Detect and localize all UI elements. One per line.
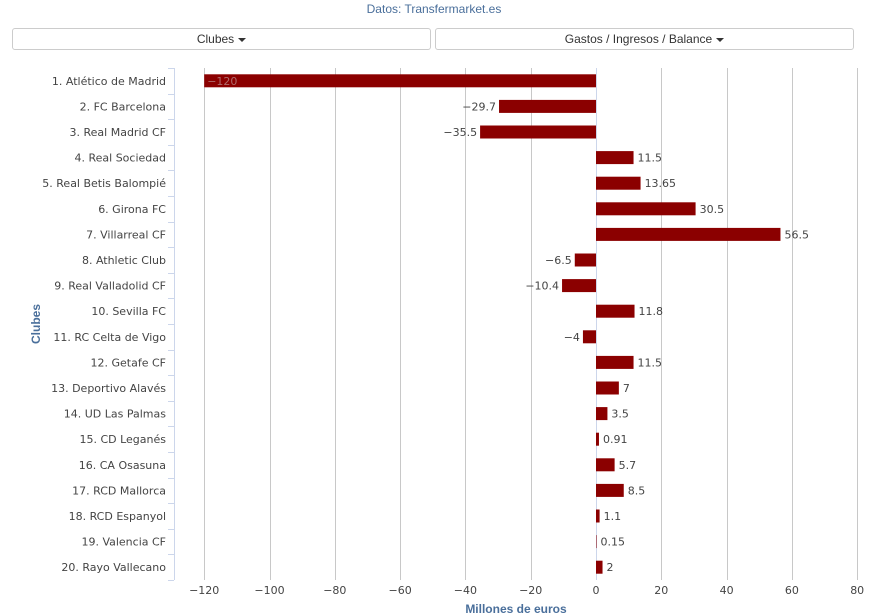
category-label: 5. Real Betis Balompié xyxy=(42,177,166,190)
bar-2[interactable] xyxy=(499,99,596,113)
bar-5[interactable] xyxy=(596,176,641,190)
bar-13[interactable] xyxy=(596,381,619,395)
category-label: 14. UD Las Palmas xyxy=(64,408,166,421)
value-label: −29.7 xyxy=(462,100,496,113)
bar-7[interactable] xyxy=(596,227,781,241)
value-label: 0.15 xyxy=(600,536,625,549)
bar-6[interactable] xyxy=(596,202,696,216)
value-label: 11.5 xyxy=(638,152,663,165)
category-label: 1. Atlético de Madrid xyxy=(52,75,166,88)
category-label: 13. Deportivo Alavés xyxy=(51,382,166,395)
bar-10[interactable] xyxy=(596,304,635,318)
value-label: 30.5 xyxy=(700,203,725,216)
value-label: 8.5 xyxy=(628,484,646,497)
category-label: 17. RCD Mallorca xyxy=(72,484,166,497)
x-tick-label: −120 xyxy=(189,584,219,597)
bar-8[interactable] xyxy=(574,253,596,267)
bar-16[interactable] xyxy=(596,458,615,472)
value-label: 56.5 xyxy=(784,228,809,241)
x-tick-label: −20 xyxy=(519,584,542,597)
category-label: 18. RCD Espanyol xyxy=(69,510,166,523)
metric-dropdown-label: Gastos / Ingresos / Balance xyxy=(564,32,713,46)
value-label: 13.65 xyxy=(645,177,677,190)
value-label: 3.5 xyxy=(611,408,629,421)
category-label: 2. FC Barcelona xyxy=(80,100,166,113)
bar-14[interactable] xyxy=(596,407,608,421)
category-label: 11. RC Celta de Vigo xyxy=(53,331,166,344)
value-label: −6.5 xyxy=(545,254,572,267)
clubs-dropdown[interactable]: Clubes xyxy=(12,28,431,50)
x-tick-labels: −120 −100 −80 −60 −40 −20 0 20 40 60 80 xyxy=(189,584,864,597)
bar-19[interactable] xyxy=(596,535,597,549)
value-label: 11.5 xyxy=(638,356,663,369)
x-tick-label: 60 xyxy=(785,584,799,597)
x-tick-label: −100 xyxy=(254,584,284,597)
category-label: 19. Valencia CF xyxy=(81,536,166,549)
bar-9[interactable] xyxy=(562,279,596,293)
caret-down-icon xyxy=(238,37,247,42)
x-tick-label: 0 xyxy=(593,584,600,597)
y-axis-title: Clubes xyxy=(29,304,43,344)
x-tick-label: 40 xyxy=(720,584,734,597)
category-label: 15. CD Leganés xyxy=(79,433,166,446)
x-tick-label: −40 xyxy=(454,584,477,597)
category-label: 12. Getafe CF xyxy=(91,356,166,369)
category-labels: 1. Atlético de Madrid 2. FC Barcelona 3. R… xyxy=(42,75,166,574)
x-tick-label: −80 xyxy=(323,584,346,597)
bar-15[interactable] xyxy=(596,432,599,446)
bar-20[interactable] xyxy=(596,560,603,574)
x-axis-title: Millones de euros xyxy=(465,602,567,615)
clubs-dropdown-label: Clubes xyxy=(196,32,235,46)
bar-12[interactable] xyxy=(596,355,634,369)
caret-down-icon xyxy=(716,37,725,42)
category-label: 3. Real Madrid CF xyxy=(70,126,166,139)
metric-dropdown[interactable]: Gastos / Ingresos / Balance xyxy=(435,28,854,50)
category-label: 20. Rayo Vallecano xyxy=(61,561,166,574)
value-label: 1.1 xyxy=(604,510,622,523)
category-label: 9. Real Valladolid CF xyxy=(54,280,166,293)
bar-1[interactable] xyxy=(204,74,596,88)
category-label: 6. Girona FC xyxy=(98,203,166,216)
value-labels: −120 −29.7 −35.5 11.5 13.65 30.5 56.5 −6.5 −10.4… xyxy=(207,75,809,574)
bar-18[interactable] xyxy=(596,509,600,523)
x-tick-label: 80 xyxy=(850,584,864,597)
x-tick-label: 20 xyxy=(654,584,668,597)
bar-4[interactable] xyxy=(596,151,634,165)
value-label: 11.8 xyxy=(639,305,664,318)
value-label: 5.7 xyxy=(619,459,637,472)
value-label: 7 xyxy=(623,382,630,395)
category-label: 8. Athletic Club xyxy=(82,254,166,267)
bar-3[interactable] xyxy=(480,125,596,139)
category-label: 4. Real Sociedad xyxy=(75,152,167,165)
value-label: −120 xyxy=(207,75,237,88)
bar-17[interactable] xyxy=(596,483,624,497)
bar-11[interactable] xyxy=(582,330,596,344)
value-label: −4 xyxy=(564,331,580,344)
value-label: 0.91 xyxy=(603,433,628,446)
y-axis xyxy=(168,68,175,581)
category-label: 10. Sevilla FC xyxy=(91,305,166,318)
x-tick-label: −60 xyxy=(388,584,411,597)
category-label: 16. CA Osasuna xyxy=(79,459,166,472)
value-label: −35.5 xyxy=(443,126,477,139)
gridlines xyxy=(204,68,858,580)
data-source-caption: Datos: Transfermarket.es xyxy=(366,2,502,16)
category-label: 7. Villarreal CF xyxy=(86,228,166,241)
value-label: 2 xyxy=(607,561,614,574)
value-label: −10.4 xyxy=(525,280,559,293)
bars xyxy=(204,74,781,574)
